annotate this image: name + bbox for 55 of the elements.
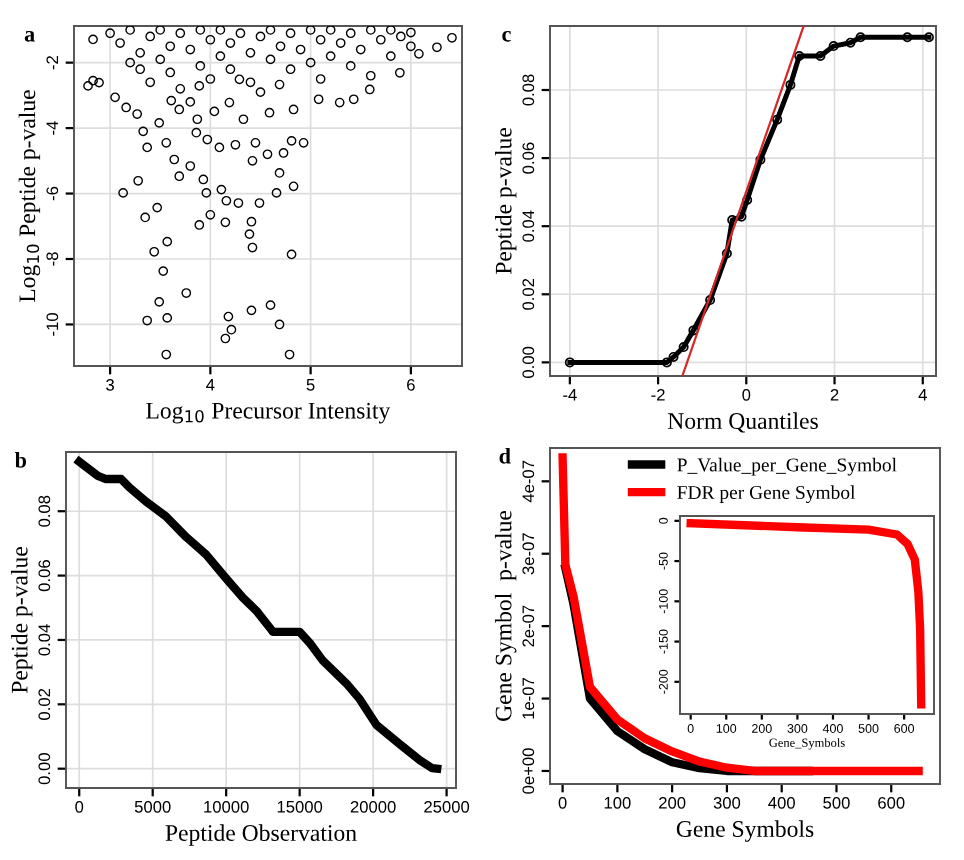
y-tick-label: -2 — [46, 56, 59, 70]
x-tick-label: 600 — [878, 796, 905, 809]
y-tick-label: -4 — [46, 121, 59, 135]
x-tick-label: 5 — [306, 379, 315, 391]
x-tick-label: 400 — [768, 796, 795, 809]
x-axis-title: Gene Symbols — [676, 820, 814, 842]
y-tick-label: 0.02 — [38, 688, 51, 720]
x-tick-label: 200 — [659, 796, 686, 809]
y-tick-label: 0.06 — [38, 560, 51, 592]
x-tick-label: 20000 — [350, 800, 396, 813]
y-tick-label: 2e-07 — [522, 605, 535, 647]
legend-label: P_Value_per_Gene_Symbol — [677, 457, 897, 476]
y-tick-label: 0.04 — [38, 624, 51, 656]
x-tick-label: 0 — [742, 388, 751, 401]
chart-title: a — [24, 30, 35, 42]
y-tick-label: -10 — [46, 313, 59, 336]
y-tick-label: 0e+00 — [522, 748, 535, 794]
chart-title: d — [499, 448, 511, 464]
y-tick-label: -6 — [46, 186, 59, 201]
x-tick-label: 500 — [823, 796, 850, 809]
x-tick-label: 5000 — [134, 800, 171, 813]
x-axis-title: Norm Quantiles — [667, 412, 818, 433]
x-tick-label: 300 — [713, 796, 741, 809]
x-tick-label: 3 — [106, 378, 114, 391]
y-tick-label: 0.00 — [38, 753, 51, 785]
x-axis-title: Peptide Observation — [165, 824, 357, 846]
x-tick-label: 15000 — [277, 800, 323, 813]
y-tick-label: 0.02 — [522, 278, 535, 310]
y-tick-label: 3e-07 — [522, 533, 535, 575]
y-tick-label: 0.00 — [522, 346, 535, 378]
y-tick-label: 0.06 — [522, 142, 535, 174]
y-tick-label: -8 — [46, 252, 59, 266]
y-axis-title: Peptide p-value — [11, 547, 33, 694]
y-axis-title: Peptide p-value — [495, 128, 517, 275]
y-tick-label: 0.08 — [522, 74, 535, 106]
x-tick-label: 2 — [830, 388, 839, 401]
x-tick-label: 4 — [918, 389, 927, 401]
x-tick-label: -4 — [563, 389, 577, 401]
x-tick-label: 100 — [604, 796, 631, 809]
chart-title: c — [502, 30, 511, 42]
legend-label: FDR per Gene Symbol — [677, 485, 856, 504]
y-axis-title: Log$_{10}$ Peptide p-value — [18, 90, 41, 303]
y-tick-label: 0.04 — [522, 210, 535, 242]
y-tick-label: 0.08 — [38, 495, 51, 527]
x-axis-title: Log$_{10}$ Precursor Intensity — [146, 402, 391, 424]
y-tick-label: 1e-07 — [522, 678, 535, 719]
y-axis-title: Gene Symbol p-value — [494, 510, 517, 721]
x-tick-label: 4 — [206, 379, 215, 391]
x-tick-label: 6 — [407, 378, 415, 391]
chart-title: b — [14, 452, 27, 468]
x-tick-label: 10000 — [204, 800, 249, 813]
x-tick-label: 0 — [558, 796, 567, 809]
x-tick-label: 25000 — [424, 800, 470, 813]
y-tick-label: 4e-07 — [522, 460, 535, 503]
x-tick-label: 0 — [75, 800, 84, 813]
